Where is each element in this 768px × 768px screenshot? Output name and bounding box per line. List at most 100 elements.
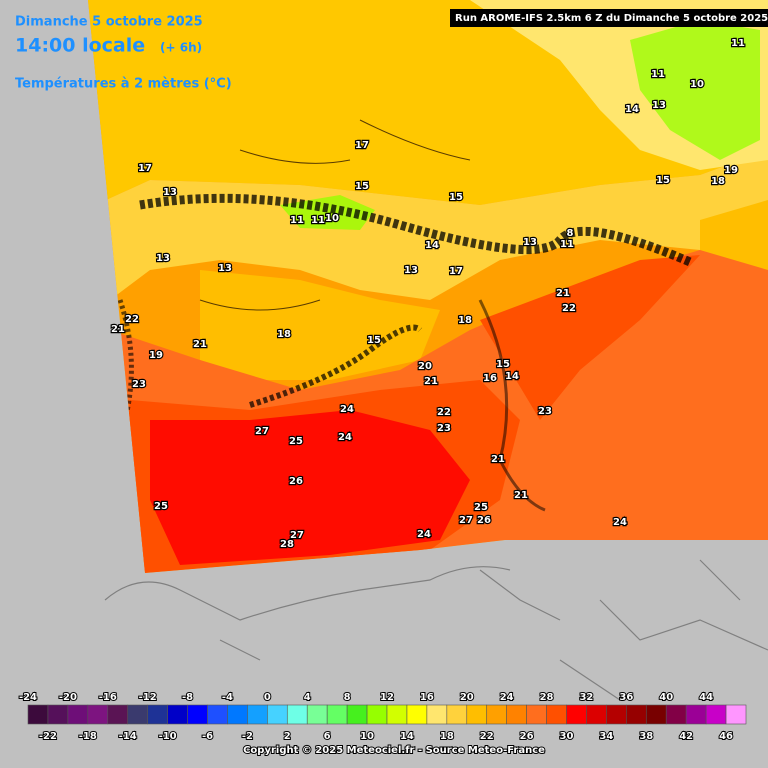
run-info: Run AROME-IFS 2.5km 6 Z du Dimanche 5 oc…: [455, 13, 768, 24]
scale-box: [147, 704, 168, 725]
scale-box: [27, 704, 49, 725]
temperature-label: 26: [289, 476, 303, 487]
scale-box: [286, 704, 308, 725]
temperature-label: 16: [483, 373, 497, 384]
scale-box: [47, 704, 69, 725]
scale-label: 34: [599, 731, 613, 742]
temperature-label: 21: [556, 288, 570, 299]
scale-label: 20: [460, 692, 474, 703]
scale-label: -24: [19, 692, 37, 703]
scale-box: [306, 704, 328, 725]
copyright: Copyright © 2025 Meteociel.fr - Source M…: [243, 745, 545, 756]
scale-label: 32: [579, 692, 593, 703]
scale-box: [645, 704, 667, 725]
temperature-label: 22: [562, 303, 576, 314]
color-scale: -24 -20 -16 -12 -8 -4 0 4 8 12 16 20 24 28 32 36 40 44-22…: [18, 691, 747, 743]
temperature-label: 14: [625, 104, 639, 115]
temperature-label: 11: [651, 69, 665, 80]
temperature-label: 22: [437, 407, 451, 418]
scale-box: [506, 704, 527, 725]
temperature-label: 26: [477, 515, 491, 526]
scale-box: [227, 704, 248, 725]
scale-label: 36: [619, 692, 633, 703]
scale-label: 0: [264, 692, 271, 703]
temperature-label: 13: [218, 263, 232, 274]
scale-box: [326, 704, 348, 725]
temperature-label: 21: [424, 376, 438, 387]
temperature-label: 21: [491, 454, 505, 465]
temperature-label: 20: [418, 361, 432, 372]
scale-label: -14: [119, 731, 137, 742]
parameter: Températures à 2 mètres (°C): [15, 77, 232, 92]
scale-label: -10: [159, 731, 177, 742]
scale-box: [107, 704, 129, 725]
temperature-label: 27: [459, 515, 473, 526]
scale-label: 24: [500, 692, 514, 703]
scale-label: -16: [99, 692, 117, 703]
scale-label: 14: [400, 731, 414, 742]
scale-label: 16: [420, 692, 434, 703]
temperature-label: 24: [417, 529, 431, 540]
temperature-label: 24: [613, 517, 627, 528]
scale-label: 40: [659, 692, 673, 703]
scale-box: [665, 704, 687, 725]
scale-label: 22: [480, 731, 494, 742]
scale-label: -8: [182, 692, 193, 703]
scale-label: 6: [324, 731, 331, 742]
scale-box: [167, 704, 188, 725]
temperature-label: 14: [425, 240, 439, 251]
temperature-label: 28: [280, 539, 294, 550]
temperature-label: 27: [255, 426, 269, 437]
temperature-label: 13: [404, 265, 418, 276]
temperature-label: 17: [355, 140, 369, 151]
temperature-label: 25: [289, 436, 303, 447]
scale-box: [626, 704, 647, 725]
scale-label: -18: [79, 731, 97, 742]
scale-label: -4: [222, 692, 233, 703]
temperature-label: 23: [538, 406, 552, 417]
temperature-label: 25: [154, 501, 168, 512]
temperature-label: 22: [125, 314, 139, 325]
scale-label: 44: [699, 692, 713, 703]
temperature-label: 13: [652, 100, 666, 111]
scale-box: [685, 704, 707, 725]
temperature-label: 24: [340, 404, 354, 415]
temperature-label: 13: [523, 237, 537, 248]
temperature-label: 15: [449, 192, 463, 203]
offset: (+ 6h): [160, 41, 202, 55]
scale-box: [386, 704, 408, 725]
scale-box: [87, 704, 109, 725]
scale-box: [406, 704, 428, 725]
scale-box: [187, 704, 208, 725]
scale-box: [426, 704, 448, 725]
scale-label: 2: [284, 731, 291, 742]
temperature-label: 23: [132, 379, 146, 390]
scale-box: [606, 704, 627, 725]
temperature-label: 10: [325, 213, 339, 224]
temperature-label: 11: [311, 215, 325, 226]
scale-box: [366, 704, 388, 725]
scale-label: -6: [202, 731, 213, 742]
scale-box: [207, 704, 228, 725]
temperature-label: 21: [193, 339, 207, 350]
scale-label: 4: [304, 692, 311, 703]
time: 14:00 locale: [15, 35, 145, 57]
scale-box: [705, 704, 727, 725]
temperature-label: 21: [514, 490, 528, 501]
temperature-label: 18: [458, 315, 472, 326]
scale-box: [446, 704, 468, 725]
temperature-label: 24: [338, 432, 352, 443]
temperature-label: 15: [355, 181, 369, 192]
temperature-label: 10: [690, 79, 704, 90]
scale-box: [546, 704, 567, 725]
temperature-label: 13: [156, 253, 170, 264]
temperature-label: 14: [505, 371, 519, 382]
scale-label: -12: [139, 692, 157, 703]
scale-label: 28: [540, 692, 554, 703]
date: Dimanche 5 octobre 2025: [15, 15, 203, 30]
temperature-label: 11: [731, 38, 745, 49]
